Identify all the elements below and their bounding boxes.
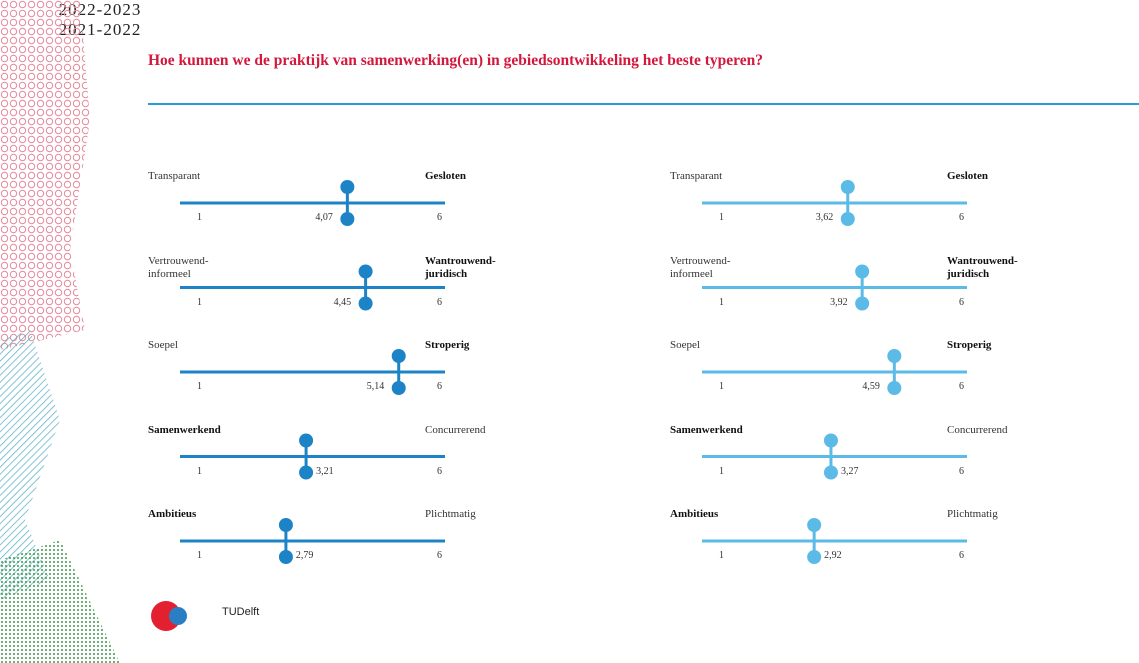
dumbbell-dot xyxy=(887,349,901,363)
right-label: Stroperig xyxy=(947,339,991,352)
tick-label: 6 xyxy=(437,296,442,309)
tick-label: 6 xyxy=(437,465,442,478)
tick-label: 1 xyxy=(197,465,202,478)
tick-label: 6 xyxy=(437,380,442,393)
dumbbell-dot xyxy=(841,212,855,226)
right-label: Gesloten xyxy=(947,170,988,183)
dumbbell-dot xyxy=(359,265,373,279)
tick-label: 6 xyxy=(959,380,964,393)
logo-text: TUDelft xyxy=(222,606,259,618)
dumbbell-dot xyxy=(841,180,855,194)
dumbbell-dot xyxy=(279,550,293,564)
tick-label: 1 xyxy=(719,465,724,478)
dumbbell-dot xyxy=(887,381,901,395)
value-label: 2,92 xyxy=(824,549,842,562)
right-label: Gesloten xyxy=(425,170,466,183)
page: Hoe kunnen we de praktijk van samenwerki… xyxy=(0,0,1139,663)
dumbbell-dot xyxy=(807,518,821,532)
tick-label: 6 xyxy=(959,211,964,224)
value-label: 3,92 xyxy=(830,296,848,309)
title: Hoe kunnen we de praktijk van samenwerki… xyxy=(148,52,763,70)
value-label: 2,79 xyxy=(296,549,314,562)
right-label: Concurrerend xyxy=(425,424,485,437)
left-label: Ambitieus xyxy=(670,508,718,521)
tick-label: 6 xyxy=(959,549,964,562)
canvas xyxy=(0,0,1139,663)
tick-label: 6 xyxy=(959,465,964,478)
left-label: Transparant xyxy=(670,170,722,183)
left-label: Samenwerkend xyxy=(670,424,743,437)
tick-label: 1 xyxy=(719,296,724,309)
dumbbell-dot xyxy=(392,349,406,363)
dumbbell-dot xyxy=(855,297,869,311)
right-label: Wantrouwend- juridisch xyxy=(947,255,1018,281)
value-label: 4,59 xyxy=(862,380,880,393)
dumbbell-dot xyxy=(340,212,354,226)
value-label: 3,27 xyxy=(841,465,859,478)
right-label: Wantrouwend- juridisch xyxy=(425,255,496,281)
dumbbell-dot xyxy=(824,466,838,480)
tick-label: 1 xyxy=(197,380,202,393)
dumbbell-dot xyxy=(299,434,313,448)
right-label: Plichtmatig xyxy=(425,508,476,521)
decor-circles xyxy=(0,0,90,350)
tick-label: 1 xyxy=(197,211,202,224)
dumbbell-dot xyxy=(359,297,373,311)
dumbbell-dot xyxy=(299,466,313,480)
value-label: 4,45 xyxy=(334,296,352,309)
dumbbell-dot xyxy=(340,180,354,194)
tick-label: 1 xyxy=(719,549,724,562)
dumbbell-dot xyxy=(855,265,869,279)
left-label: Samenwerkend xyxy=(148,424,221,437)
dumbbell-dot xyxy=(279,518,293,532)
left-label: Transparant xyxy=(148,170,200,183)
left-label: Vertrouwend- informeel xyxy=(148,255,208,281)
value-label: 3,62 xyxy=(816,211,834,224)
logo-mark xyxy=(169,607,187,625)
left-label: Soepel xyxy=(670,339,700,352)
right-label: Plichtmatig xyxy=(947,508,998,521)
tick-label: 1 xyxy=(197,296,202,309)
left-label: Soepel xyxy=(148,339,178,352)
dumbbell-dot xyxy=(807,550,821,564)
decor-dots xyxy=(0,540,120,663)
right-label: Stroperig xyxy=(425,339,469,352)
left-label: Vertrouwend- informeel xyxy=(670,255,730,281)
tick-label: 1 xyxy=(719,380,724,393)
tick-label: 6 xyxy=(437,549,442,562)
dumbbell-dot xyxy=(392,381,406,395)
value-label: 3,21 xyxy=(316,465,334,478)
tick-label: 6 xyxy=(959,296,964,309)
right-label: Concurrerend xyxy=(947,424,1007,437)
tick-label: 1 xyxy=(197,549,202,562)
tick-label: 6 xyxy=(437,211,442,224)
left-label: Ambitieus xyxy=(148,508,196,521)
tick-label: 1 xyxy=(719,211,724,224)
value-label: 5,14 xyxy=(367,380,385,393)
value-label: 4,07 xyxy=(315,211,333,224)
dumbbell-dot xyxy=(824,434,838,448)
